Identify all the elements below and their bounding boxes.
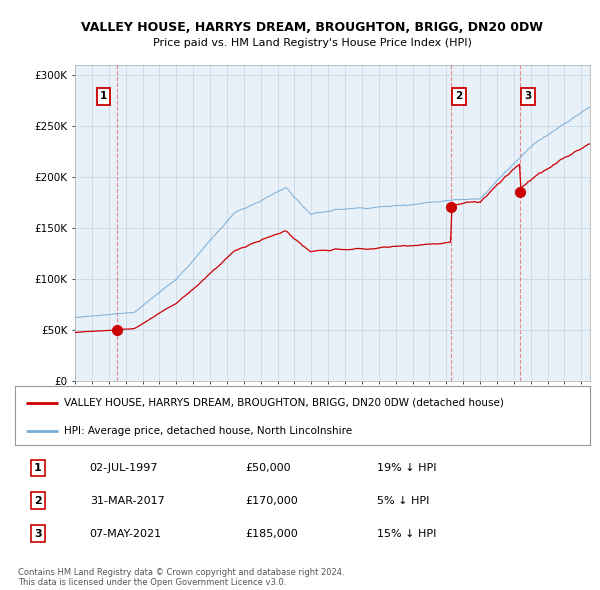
Text: 07-MAY-2021: 07-MAY-2021 xyxy=(90,529,162,539)
Text: 15% ↓ HPI: 15% ↓ HPI xyxy=(377,529,436,539)
Text: £170,000: £170,000 xyxy=(245,496,298,506)
Text: 3: 3 xyxy=(524,91,532,101)
Text: 19% ↓ HPI: 19% ↓ HPI xyxy=(377,463,437,473)
Text: Contains HM Land Registry data © Crown copyright and database right 2024.
This d: Contains HM Land Registry data © Crown c… xyxy=(18,568,344,587)
Text: VALLEY HOUSE, HARRYS DREAM, BROUGHTON, BRIGG, DN20 0DW (detached house): VALLEY HOUSE, HARRYS DREAM, BROUGHTON, B… xyxy=(64,398,504,408)
Text: £185,000: £185,000 xyxy=(245,529,298,539)
Text: VALLEY HOUSE, HARRYS DREAM, BROUGHTON, BRIGG, DN20 0DW: VALLEY HOUSE, HARRYS DREAM, BROUGHTON, B… xyxy=(81,21,543,34)
Text: 2: 2 xyxy=(34,496,42,506)
Text: Price paid vs. HM Land Registry's House Price Index (HPI): Price paid vs. HM Land Registry's House … xyxy=(152,38,472,48)
Text: 1: 1 xyxy=(34,463,42,473)
Text: 02-JUL-1997: 02-JUL-1997 xyxy=(90,463,158,473)
Text: 2: 2 xyxy=(455,91,463,101)
Text: 1: 1 xyxy=(100,91,107,101)
Text: HPI: Average price, detached house, North Lincolnshire: HPI: Average price, detached house, Nort… xyxy=(64,426,352,435)
Text: 3: 3 xyxy=(34,529,42,539)
Text: 5% ↓ HPI: 5% ↓ HPI xyxy=(377,496,430,506)
Text: £50,000: £50,000 xyxy=(245,463,290,473)
Text: 31-MAR-2017: 31-MAR-2017 xyxy=(90,496,164,506)
